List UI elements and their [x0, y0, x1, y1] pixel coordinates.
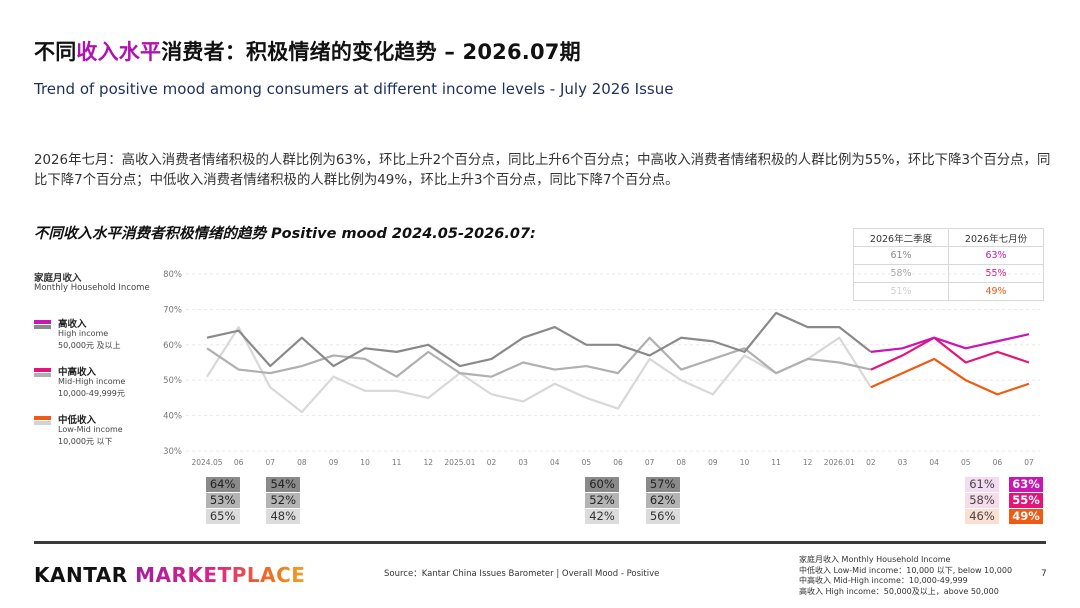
x-tick-label: 10 — [740, 458, 750, 467]
legend-heading: 家庭月收入 — [34, 273, 82, 284]
source-note: Source：Kantar China Issues Barometer | O… — [384, 569, 660, 579]
legend-range: 10,000-49,999元 — [58, 389, 125, 398]
value-label: 63% — [1009, 477, 1043, 492]
value-label: 64% — [205, 477, 240, 492]
value-label: 54% — [266, 477, 301, 492]
legend-label-en: Mid-High income — [58, 377, 126, 386]
x-tick-label: 09 — [329, 458, 339, 467]
x-tick-label: 02 — [487, 458, 497, 467]
legend-swatch-low-mid-history — [34, 421, 51, 425]
value-label: 57% — [645, 477, 680, 492]
value-label: 52% — [266, 493, 301, 508]
x-tick-label: 2024.05 — [191, 458, 222, 467]
x-tick-label: 05 — [582, 458, 592, 467]
x-tick-label: 06 — [993, 458, 1003, 467]
x-tick-label: 02 — [866, 458, 876, 467]
x-tick-label: 09 — [708, 458, 718, 467]
page-subtitle: Trend of positive mood among consumers a… — [34, 80, 674, 98]
legend-label: 中低收入 — [58, 415, 97, 426]
x-tick-label: 11 — [392, 458, 402, 467]
y-tick-label: 40% — [163, 412, 182, 422]
value-label: 52% — [585, 493, 619, 508]
value-label: 58% — [965, 493, 999, 508]
chart-title: 不同收入水平消费者积极情绪的趋势 Positive mood 2024.05-2… — [34, 226, 536, 242]
table-header-row: 2026年二季度 2026年七月份 — [853, 228, 1044, 247]
legend-swatch-high — [34, 320, 51, 324]
x-tick-label: 04 — [550, 458, 560, 467]
x-tick-label: 12 — [803, 458, 813, 467]
x-tick-label: 2025.01 — [444, 458, 475, 467]
y-tick-label: 70% — [163, 305, 182, 315]
value-label: 42% — [585, 509, 619, 524]
legend-range: 10,000元 以下 — [58, 437, 113, 446]
x-tick-label: 04 — [929, 458, 939, 467]
value-label: 65% — [205, 509, 240, 524]
series-line-recent — [870, 336, 1030, 371]
x-tick-label: 03 — [898, 458, 908, 467]
summary-text: 2026年七月：高收入消费者情绪积极的人群比例为63%，环比上升2个百分点，同比… — [34, 153, 1051, 188]
y-tick-label: 80% — [163, 270, 182, 280]
x-tick-label: 12 — [424, 458, 434, 467]
page-number: 7 — [1041, 569, 1047, 579]
legend-label-en: High income — [58, 329, 109, 338]
value-label: 53% — [205, 493, 240, 508]
series-line-history — [206, 326, 872, 414]
y-tick-label: 50% — [163, 376, 182, 386]
legend-swatch-high-history — [34, 325, 51, 329]
x-tick-label: 08 — [676, 458, 686, 467]
income-note-line: 高收入 High income：50,000及以上，above 50,000 — [799, 586, 999, 596]
value-label: 55% — [1009, 493, 1043, 508]
y-tick-label: 60% — [163, 341, 182, 351]
x-tick-label: 07 — [1024, 458, 1034, 467]
legend-range: 50,000元 及以上 — [58, 341, 121, 350]
y-tick-label: 30% — [163, 447, 182, 457]
kantar-marketplace-logo: KANTAR MARKETPLACE — [34, 563, 306, 587]
x-tick-label: 03 — [518, 458, 528, 467]
value-label: 61% — [965, 477, 999, 492]
quarter-comparison-table: 2026年二季度 2026年七月份 61% 63% 58% 55% 51% 49… — [853, 228, 1044, 301]
x-tick-label: 06 — [234, 458, 244, 467]
page-title: 不同收入水平消费者：积极情绪的变化趋势 – 2026.07期 — [34, 40, 581, 64]
legend-swatch-low-mid — [34, 416, 51, 420]
x-tick-label: 08 — [297, 458, 307, 467]
income-note-line: 中低收入 Low-Mid income：10,000 以下, below 10,… — [799, 565, 1013, 575]
x-tick-label: 05 — [961, 458, 971, 467]
legend-heading-en: Monthly Household Income — [34, 283, 150, 293]
footer-divider — [34, 541, 1046, 544]
table-row: 51% 49% — [853, 282, 1044, 301]
income-note-line: 中高收入 Mid-High income：10,000-49,999 — [799, 576, 968, 585]
income-note-line: 家庭月收入 Monthly Household Income — [799, 555, 951, 564]
x-tick-label: 06 — [613, 458, 623, 467]
series-line-history — [206, 311, 872, 368]
table-cell-jul: 49% — [948, 282, 1044, 301]
line-chart: 80% 70% 60% 50% 40% 30% 2024.05 06 07 08 09 10 11 12 2… — [163, 270, 1040, 467]
value-label: 62% — [645, 493, 680, 508]
x-tick-label: 10 — [360, 458, 370, 467]
value-label: 46% — [965, 509, 999, 524]
x-tick-label: 2026.01 — [824, 458, 855, 467]
legend-label-en: Low-Mid income — [58, 425, 123, 434]
legend-label: 中高收入 — [58, 367, 97, 378]
series-line-recent — [870, 333, 1030, 353]
series-line-recent — [870, 357, 1030, 396]
x-tick-label: 07 — [265, 458, 275, 467]
legend-swatch-mid-high-history — [34, 373, 51, 377]
legend-swatch-mid-high — [34, 368, 51, 372]
value-label: 48% — [266, 509, 301, 524]
legend-label: 高收入 — [58, 319, 87, 330]
value-label: 56% — [645, 509, 680, 524]
x-tick-label: 11 — [771, 458, 781, 467]
value-label: 49% — [1009, 509, 1043, 524]
x-tick-label: 07 — [645, 458, 655, 467]
income-notes: 家庭月收入 Monthly Household Income 中低收入 Low-… — [799, 555, 1012, 597]
value-label: 60% — [585, 477, 619, 492]
series-line-history — [206, 336, 872, 378]
